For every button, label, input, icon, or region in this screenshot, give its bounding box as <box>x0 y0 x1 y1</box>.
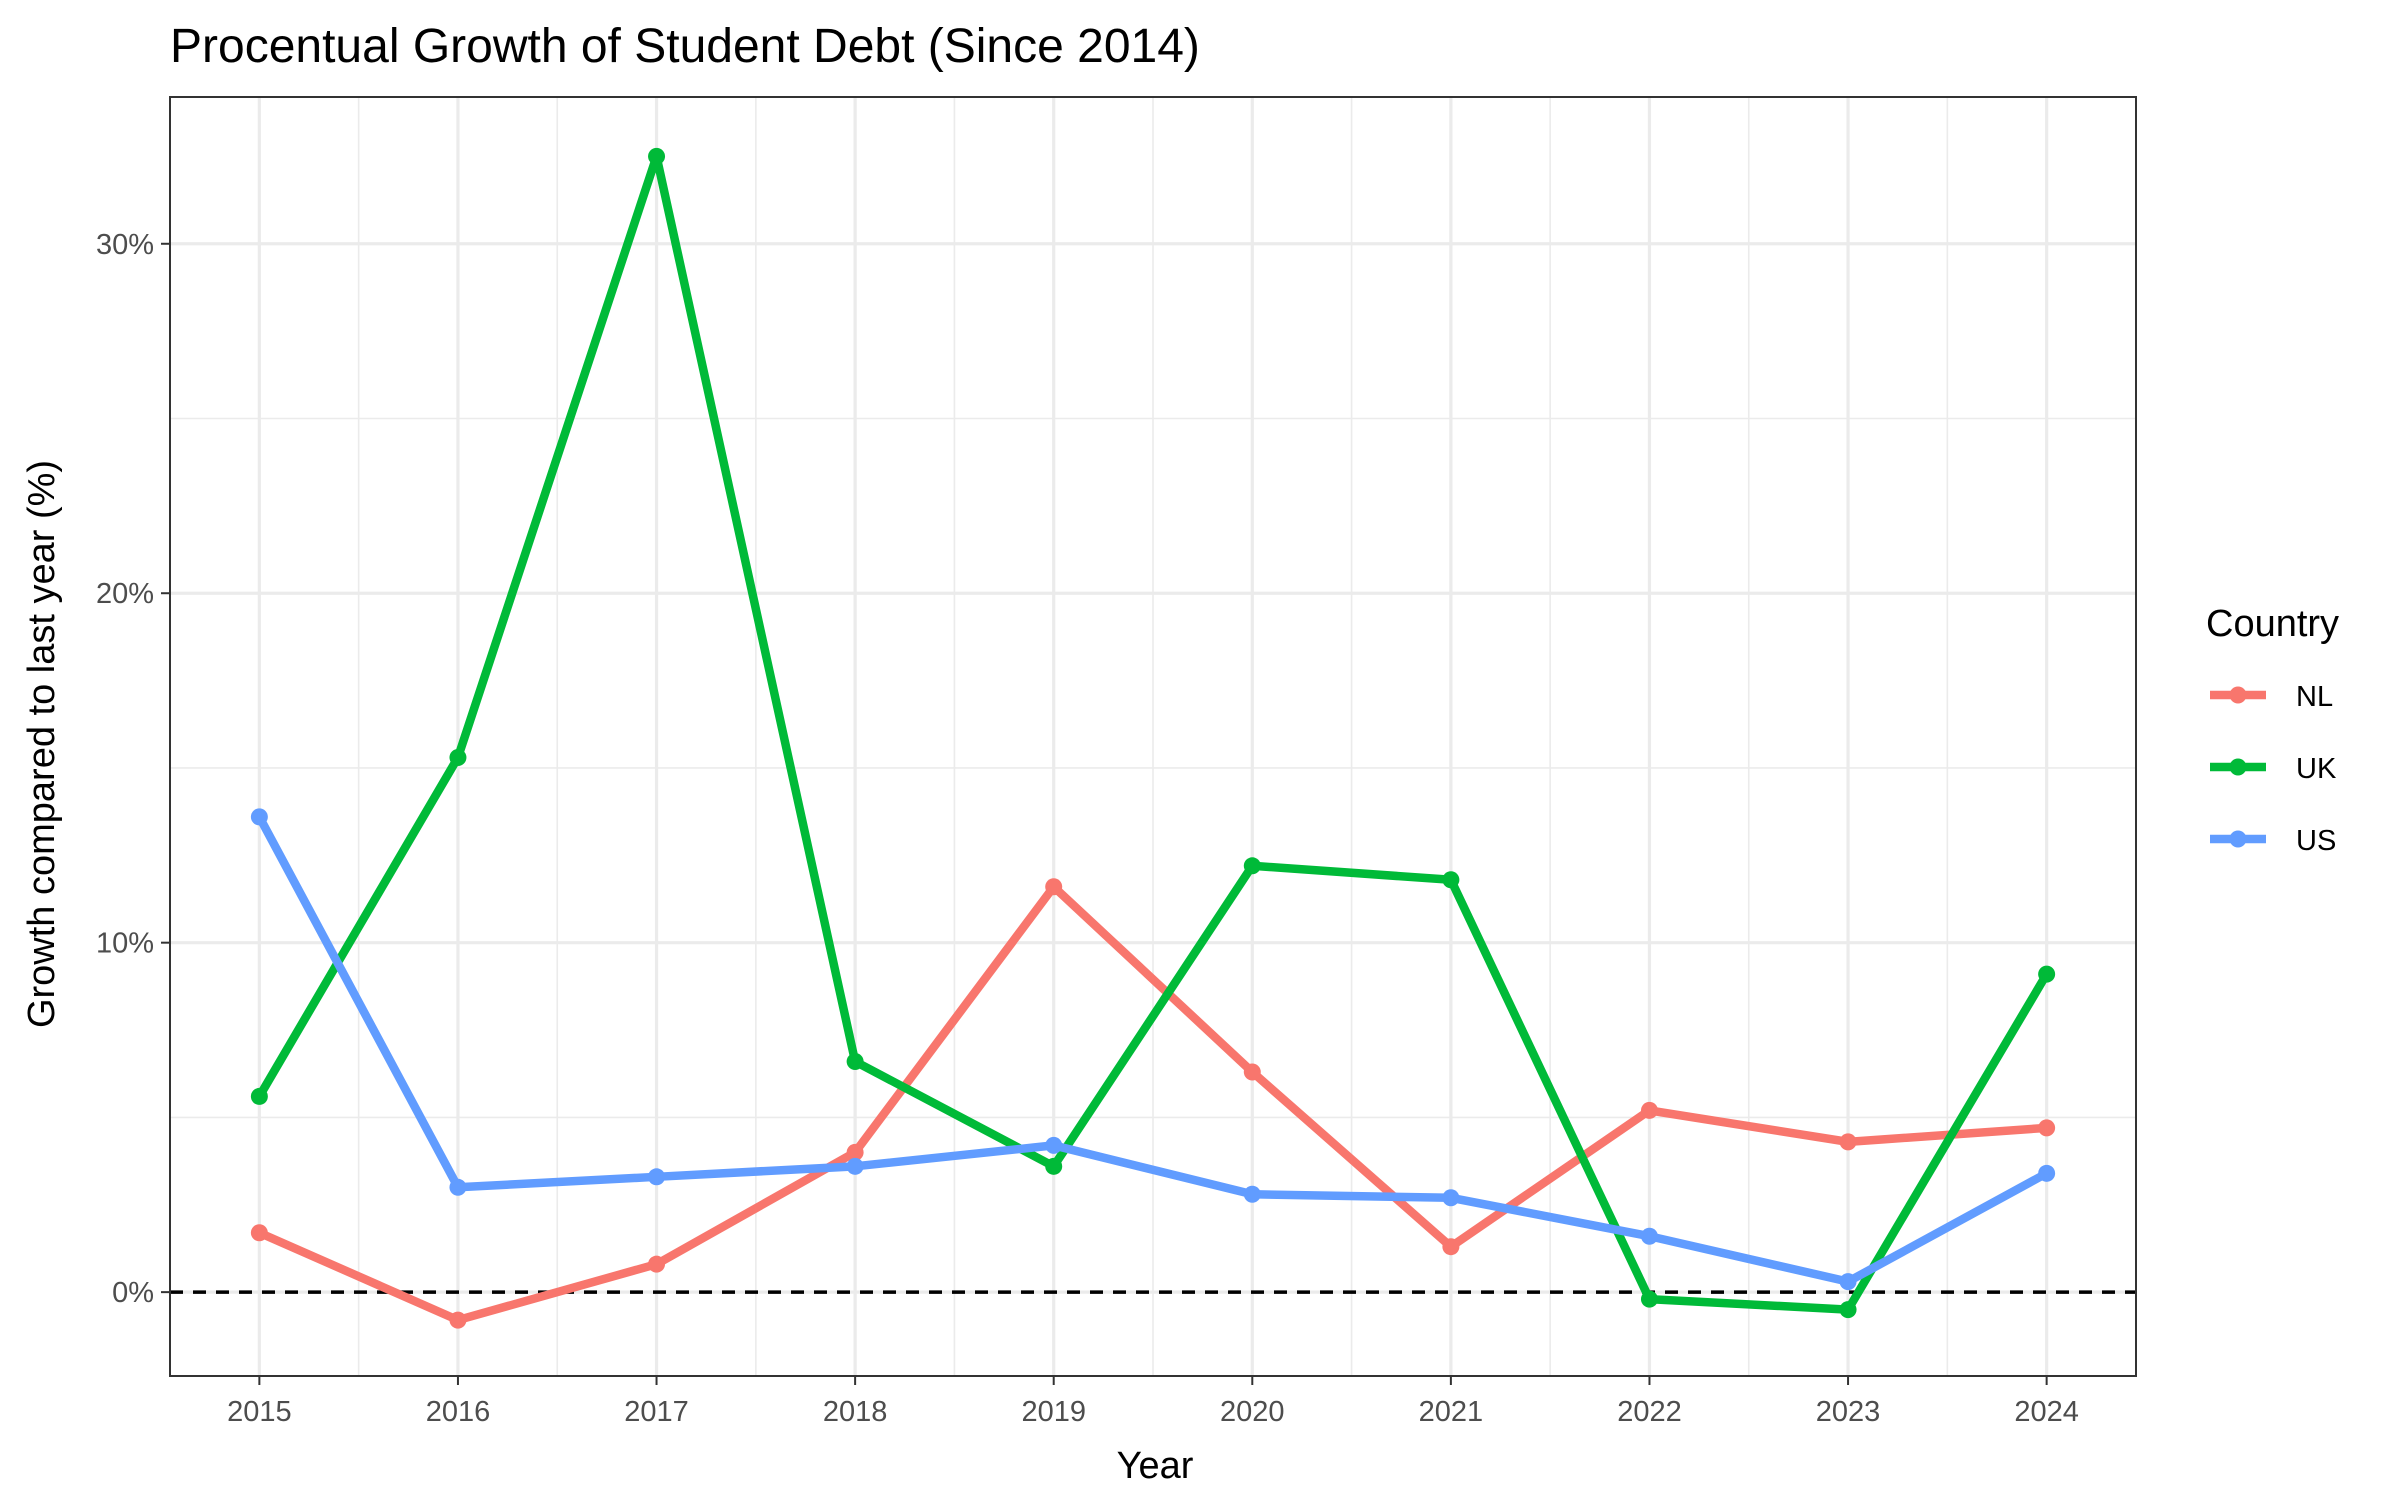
x-tick-label: 2023 <box>1816 1396 1881 1428</box>
y-tick-label: 30% <box>96 229 154 261</box>
axes-layer: 0% 10% 20% 30% 2015 2016 2017 2018 2019 2020 2021 2… <box>96 96 2137 1428</box>
data-point-uk-2023 <box>1839 1301 1857 1319</box>
y-tick-label: 10% <box>96 928 154 960</box>
data-point-us-2021 <box>1442 1189 1460 1207</box>
x-tick-label: 2016 <box>426 1396 491 1428</box>
legend-key-point-us <box>2229 830 2247 848</box>
legend-label-uk: UK <box>2296 753 2337 785</box>
data-point-uk-2020 <box>1243 857 1261 875</box>
x-tick-label: 2019 <box>1021 1396 1086 1428</box>
data-point-nl-2020 <box>1243 1063 1261 1081</box>
chart-title: Procentual Growth of Student Debt (Since… <box>170 20 1200 73</box>
panel-border <box>169 96 2137 1377</box>
series-line-nl <box>257 882 2047 1325</box>
x-tick-label: 2015 <box>227 1396 292 1428</box>
y-tick-label: 20% <box>96 578 154 610</box>
y-tick-label: 0% <box>112 1277 154 1309</box>
legend: Country NL UK US <box>2206 603 2339 857</box>
series-line-us <box>255 814 2049 1286</box>
data-point-us-2023 <box>1839 1273 1857 1291</box>
data-point-us-2015 <box>250 808 268 826</box>
data-point-uk-2024 <box>2038 965 2056 983</box>
data-point-uk-2019 <box>1045 1157 1063 1175</box>
series-line-uk <box>255 152 2051 1314</box>
legend-key-point-nl <box>2229 686 2247 704</box>
data-point-nl-2015 <box>250 1224 268 1242</box>
data-point-uk-2015 <box>250 1087 268 1105</box>
data-point-uk-2021 <box>1442 871 1460 889</box>
data-point-uk-2017 <box>648 147 666 165</box>
data-point-us-2017 <box>648 1168 666 1186</box>
data-point-us-2018 <box>846 1157 864 1175</box>
data-point-uk-2022 <box>1640 1290 1658 1308</box>
data-point-nl-2024 <box>2038 1119 2056 1137</box>
data-point-us-2024 <box>2038 1164 2056 1182</box>
data-point-nl-2022 <box>1640 1101 1658 1119</box>
legend-title: Country <box>2206 603 2339 645</box>
x-tick-label: 2021 <box>1419 1396 1484 1428</box>
legend-label-nl: NL <box>2296 681 2333 713</box>
data-point-nl-2017 <box>648 1255 666 1273</box>
data-point-us-2022 <box>1640 1227 1658 1245</box>
data-point-nl-2023 <box>1839 1133 1857 1151</box>
data-point-us-2020 <box>1243 1185 1261 1203</box>
data-point-nl-2018 <box>846 1143 864 1161</box>
data-point-uk-2018 <box>846 1052 864 1070</box>
data-point-us-2019 <box>1045 1136 1063 1154</box>
data-point-us-2016 <box>449 1178 467 1196</box>
series-layer <box>170 147 2136 1329</box>
x-axis-title: Year <box>1117 1445 1194 1487</box>
y-axis-title: Growth compared to last year (%) <box>21 460 63 1028</box>
data-point-nl-2019 <box>1045 878 1063 896</box>
legend-key-point-uk <box>2229 758 2247 776</box>
data-point-nl-2016 <box>449 1311 467 1329</box>
legend-label-us: US <box>2296 825 2336 857</box>
x-tick-label: 2017 <box>624 1396 689 1428</box>
data-point-uk-2016 <box>449 748 467 766</box>
x-tick-label: 2024 <box>2014 1396 2079 1428</box>
data-point-nl-2021 <box>1442 1238 1460 1256</box>
x-tick-label: 2020 <box>1220 1396 1285 1428</box>
x-tick-label: 2022 <box>1617 1396 1682 1428</box>
x-tick-label: 2018 <box>823 1396 888 1428</box>
